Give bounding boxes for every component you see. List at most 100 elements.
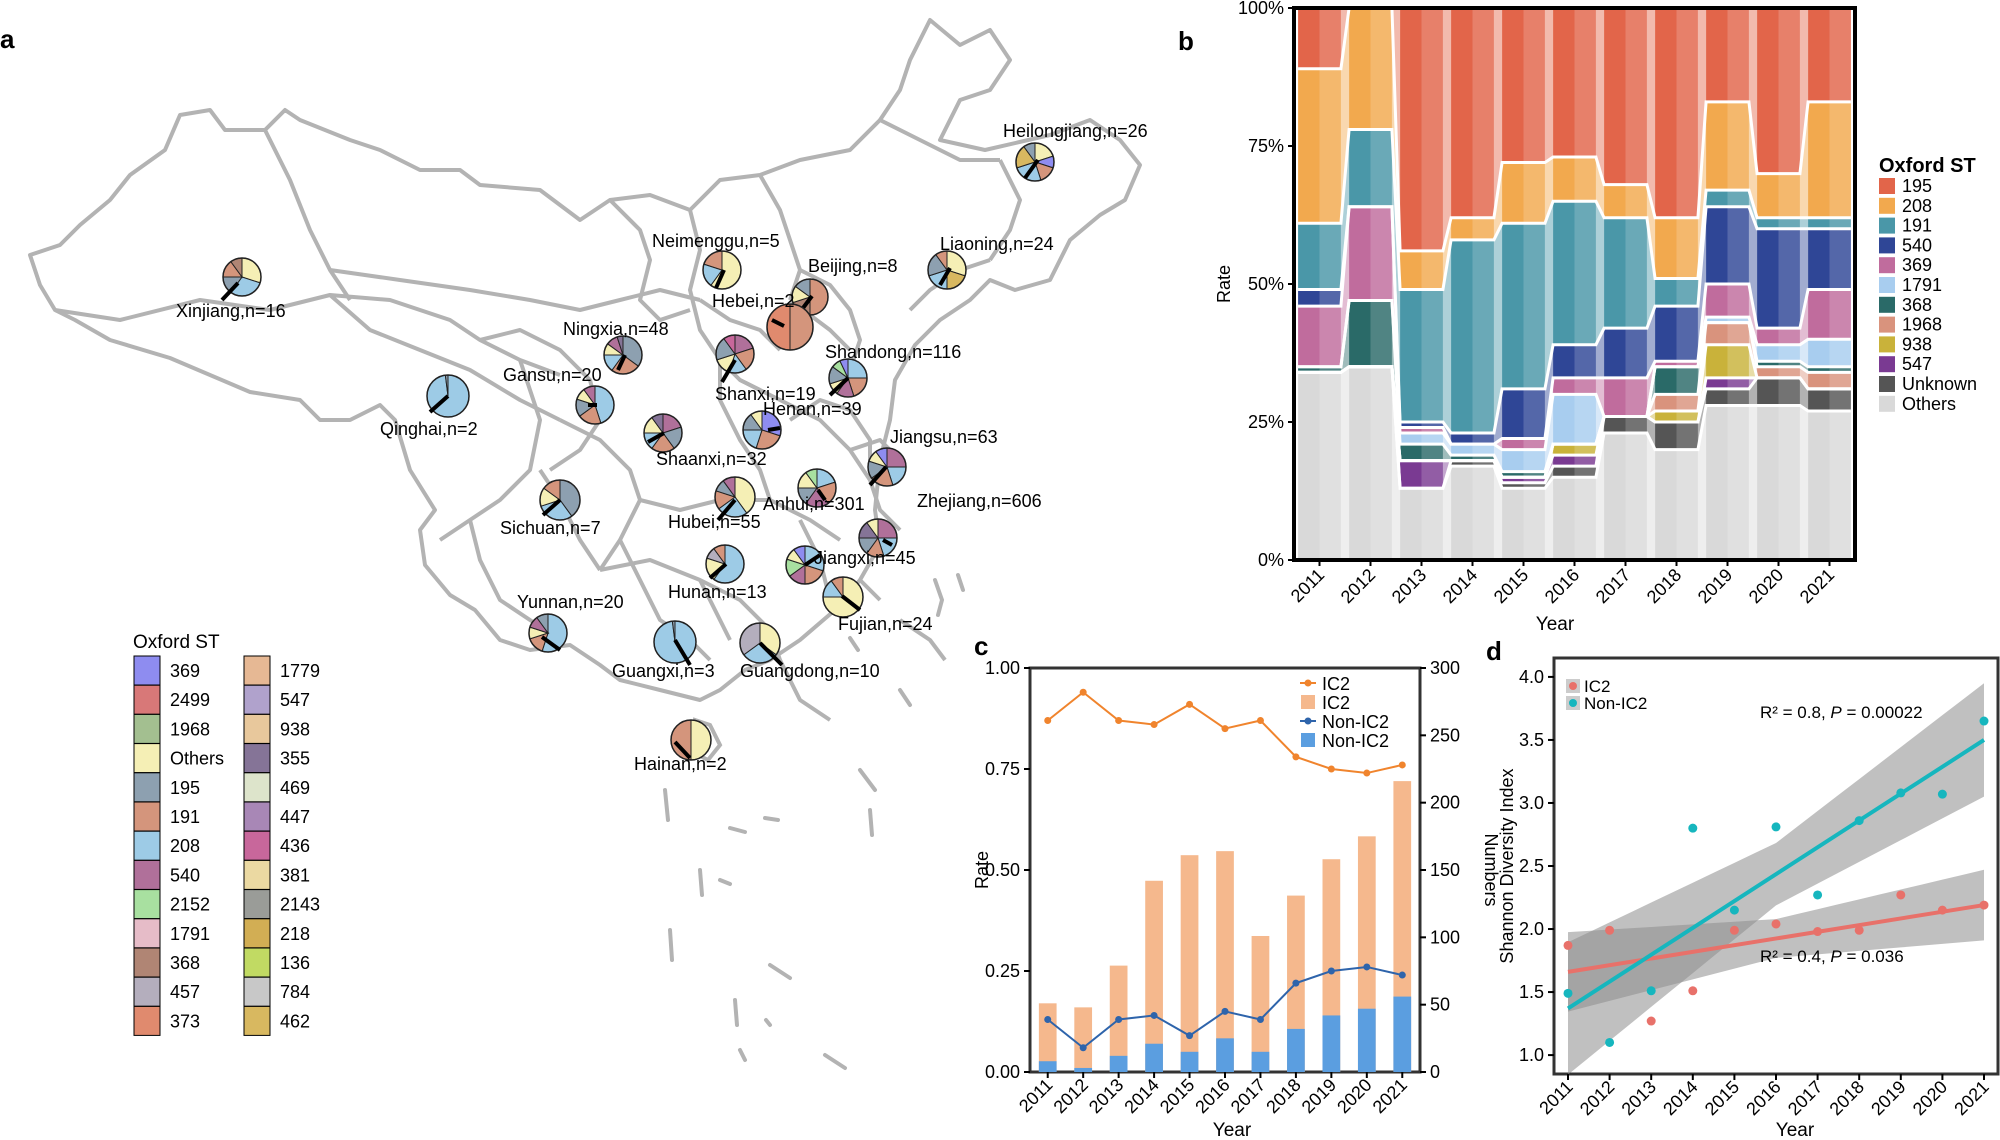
bar-highlight — [1370, 129, 1392, 207]
y2-tick-label: 50 — [1430, 995, 1450, 1015]
bar-highlight — [1523, 488, 1545, 560]
rate-point — [1398, 761, 1406, 769]
bar-segment — [1757, 228, 1800, 329]
bar-segment — [1808, 388, 1851, 411]
x-tick-label: 2011 — [1015, 1075, 1057, 1117]
legend-label: 436 — [280, 836, 310, 856]
y-axis-label: Shannon Diversity Index — [1497, 768, 1517, 963]
y-tick-label: 1.0 — [1519, 1045, 1544, 1065]
province-label: Ningxia,n=48 — [563, 319, 669, 339]
x-tick-label: 2018 — [1826, 1077, 1868, 1119]
bar-highlight — [1472, 455, 1494, 461]
bar-segment — [1553, 455, 1596, 467]
pie-outline — [528, 613, 568, 653]
bar-highlight — [1421, 444, 1443, 461]
bar-segment — [1655, 217, 1698, 279]
legend-swatch — [133, 859, 161, 890]
bar-non-ic2 — [1074, 1067, 1093, 1072]
province-label: Zhejiang,n=606 — [917, 491, 1042, 511]
bar-highlight — [1523, 388, 1545, 439]
bar-segment — [1553, 8, 1596, 158]
bar-highlight — [1574, 377, 1596, 395]
bar-segment — [1604, 328, 1647, 378]
rate-point — [1044, 1015, 1052, 1023]
legend-label: 381 — [280, 865, 310, 885]
bar-segment — [1400, 444, 1443, 461]
legend-label: 1968 — [1902, 315, 1942, 335]
pie-outline — [785, 545, 825, 585]
rate-point — [1292, 979, 1300, 987]
bar-segment — [1502, 477, 1545, 483]
x-tick-label: 2015 — [1701, 1077, 1743, 1119]
x-tick-label: 2012 — [1337, 565, 1379, 607]
legend-label: Unknown — [1902, 374, 1977, 394]
legend-label: IC2 — [1322, 674, 1350, 694]
province-label: Qinghai,n=2 — [380, 419, 478, 439]
pie-pointer — [803, 553, 822, 567]
bar-segment — [1808, 410, 1851, 560]
pie-pointer — [716, 498, 737, 522]
y2-tick-label: 250 — [1430, 725, 1460, 745]
legend-label: 195 — [1902, 176, 1932, 196]
bar-segment — [1757, 173, 1800, 218]
flow-band — [1748, 405, 1758, 560]
pie-pointer — [714, 269, 726, 289]
pie-outline — [739, 622, 781, 664]
bar-segment — [1451, 8, 1494, 218]
bar-segment — [1349, 366, 1392, 560]
rate-point — [1327, 967, 1335, 975]
legend-label: 208 — [1902, 196, 1932, 216]
bar-segment — [1400, 289, 1443, 422]
legend-label: 2499 — [170, 690, 210, 710]
bar-highlight — [1727, 190, 1749, 207]
scatter-point — [1979, 716, 1989, 726]
bar-segment — [1808, 289, 1851, 340]
bar-highlight — [1319, 366, 1341, 373]
rate-point — [1327, 765, 1335, 773]
pie-outline — [222, 257, 262, 297]
bar-highlight — [1727, 284, 1749, 318]
rate-point — [1221, 725, 1229, 733]
legend-label: 355 — [280, 749, 310, 769]
legend-label: 2143 — [280, 895, 320, 915]
scatter-point — [1563, 940, 1573, 950]
legend-label: 369 — [170, 661, 200, 681]
pie-outline — [705, 544, 745, 584]
bar-highlight — [1625, 433, 1647, 560]
bar-segment — [1757, 361, 1800, 367]
bar-highlight — [1574, 8, 1596, 158]
pie-pointer — [882, 538, 893, 547]
legend-label: 938 — [1902, 334, 1932, 354]
bar-non-ic2 — [1109, 1055, 1128, 1072]
bar-highlight — [1727, 101, 1749, 191]
x-tick-label: 2018 — [1643, 565, 1685, 607]
bar-highlight — [1676, 449, 1698, 560]
bar-highlight — [1370, 206, 1392, 301]
legend-label: 447 — [280, 807, 310, 827]
map-legend-title: Oxford ST — [133, 632, 220, 653]
pie-pointer — [673, 740, 692, 760]
bar-highlight — [1574, 394, 1596, 445]
pie-pointer — [767, 426, 781, 432]
bar-segment — [1757, 344, 1800, 362]
bar-segment — [1400, 433, 1443, 445]
bar-segment — [1604, 377, 1647, 417]
bar-segment — [1502, 162, 1545, 224]
bar-highlight — [1319, 372, 1341, 560]
bar-segment — [1808, 366, 1851, 373]
bar-segment — [1298, 306, 1341, 367]
legend-label: 938 — [280, 719, 310, 739]
x-tick-label: 2016 — [1541, 565, 1583, 607]
panel-label-a: a — [0, 24, 15, 54]
bar-segment — [1298, 8, 1341, 69]
x-tick-label: 2016 — [1742, 1077, 1784, 1119]
province-label: Fujian,n=24 — [838, 614, 933, 634]
flow-band — [1799, 339, 1809, 367]
bar-non-ic2 — [1357, 1008, 1376, 1072]
legend-label: Others — [1902, 394, 1956, 414]
flow-band — [1595, 433, 1605, 560]
x-axis-label: Year — [1776, 1120, 1815, 1140]
flow-band — [1442, 239, 1452, 434]
bar-highlight — [1625, 377, 1647, 417]
